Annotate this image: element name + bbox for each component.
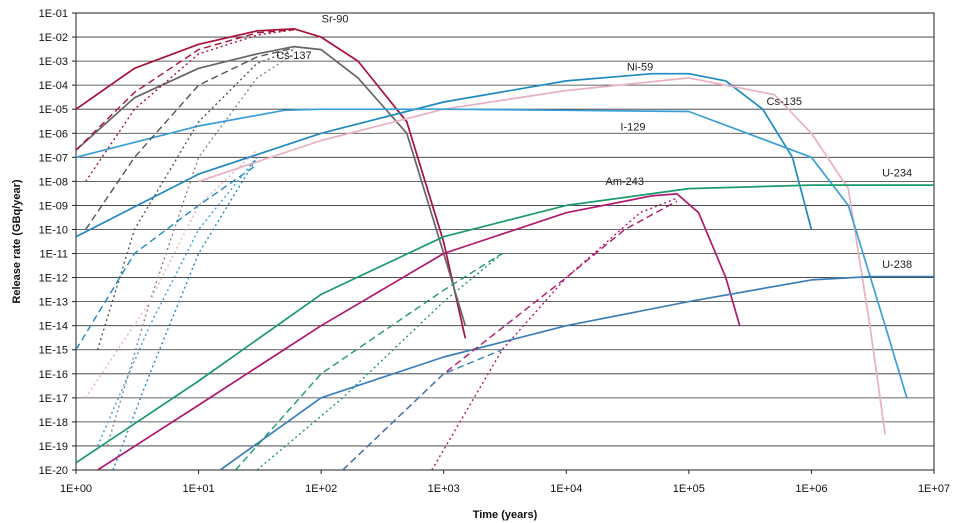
series-label-am-243: Am-243	[606, 176, 645, 188]
y-tick-label: 1E-13	[39, 297, 68, 309]
series-line-variant	[76, 164, 258, 351]
y-tick-label: 1E-20	[39, 465, 68, 477]
series-label-sr-90: Sr-90	[322, 14, 349, 26]
series-line-variant	[76, 29, 295, 151]
series-line-variant	[96, 156, 258, 447]
series-line-i-129	[76, 108, 908, 399]
y-tick-label: 1E-07	[39, 152, 68, 164]
series-line-u-234	[76, 184, 934, 464]
y-axis-title: Release rate (GBq/year)	[11, 179, 23, 303]
series-label-cs-137: Cs-137	[276, 50, 311, 62]
series-line-variant	[234, 252, 503, 470]
series-line-sr-90	[76, 27, 467, 339]
x-axis-title: Time (years)	[473, 509, 538, 521]
series-line-ni-59	[76, 72, 813, 238]
x-tick-label: 1E+03	[428, 483, 460, 495]
y-tick-label: 1E-10	[39, 224, 68, 236]
y-tick-label: 1E-19	[39, 441, 68, 453]
series-line-cs-137	[76, 45, 467, 326]
y-tick-label: 1E-11	[39, 249, 68, 261]
x-tick-label: 1E+05	[673, 483, 705, 495]
y-tick-label: 1E-14	[39, 321, 68, 333]
series-line-variant	[96, 48, 295, 350]
x-tick-label: 1E+04	[550, 483, 582, 495]
series-line-cs-135	[198, 77, 887, 435]
series-label-i-129: I-129	[620, 122, 645, 134]
series-line-variant	[106, 53, 295, 447]
x-tick-label: 1E+07	[918, 483, 950, 495]
series-line-variant	[112, 156, 258, 470]
y-tick-label: 1E-09	[39, 200, 68, 212]
y-tick-label: 1E-17	[39, 393, 68, 405]
series-line-am-243	[97, 193, 741, 470]
y-tick-label: 1E-18	[39, 417, 68, 429]
x-tick-label: 1E+06	[795, 483, 827, 495]
series-line-u-238	[219, 275, 934, 470]
y-tick-label: 1E-02	[39, 32, 68, 44]
series-line-variant	[431, 197, 678, 470]
plot-area	[75, 12, 935, 471]
series-line-variant	[85, 47, 295, 230]
series-label-ni-59: Ni-59	[627, 62, 653, 74]
series-line-variant	[85, 29, 295, 182]
y-tick-label: 1E-05	[39, 104, 68, 116]
y-tick-label: 1E-04	[39, 80, 68, 92]
y-tick-label: 1E-06	[39, 128, 68, 140]
y-tick-label: 1E-15	[39, 345, 68, 357]
y-tick-label: 1E-08	[39, 176, 68, 188]
series-line-variant	[256, 252, 503, 470]
x-tick-label: 1E+02	[305, 483, 337, 495]
y-tick-label: 1E-16	[39, 369, 68, 381]
y-tick-label: 1E-12	[39, 273, 68, 285]
series-label-u-234: U-234	[882, 167, 912, 179]
x-tick-label: 1E+01	[183, 483, 215, 495]
y-tick-label: 1E-01	[39, 8, 68, 20]
x-tick-label: 1E+00	[60, 483, 92, 495]
series-line-variant	[342, 349, 503, 470]
series-label-u-238: U-238	[882, 259, 912, 271]
series-label-cs-135: Cs-135	[767, 96, 802, 108]
y-tick-label: 1E-03	[39, 56, 68, 68]
